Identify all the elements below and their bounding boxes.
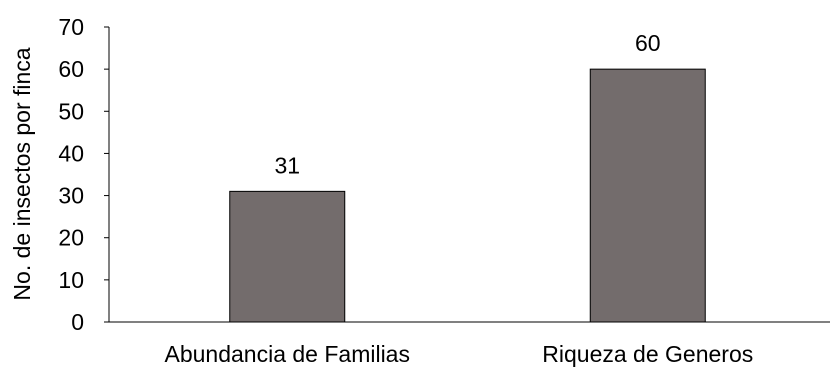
y-tick-label: 50 [58,98,84,124]
y-tick-label: 30 [58,183,84,209]
bar[interactable] [229,190,346,323]
data-label: 31 [274,152,300,178]
y-tick-label: 70 [58,14,84,40]
category-label: Abundancia de Familias [165,341,410,367]
category-label: Riqueza de Generos [542,341,753,367]
y-tick-label: 60 [58,56,84,82]
bar[interactable] [589,68,706,323]
y-tick-label: 0 [71,309,84,335]
plot-area: 0 10 20 30 40 50 60 70 31 Abundancia de Familias 6… [58,14,830,367]
data-label: 60 [635,30,661,56]
y-axis-label: No. de insectos por finca [9,47,35,300]
y-tick-label: 20 [58,225,84,251]
y-tick-label: 10 [58,267,84,293]
y-tick-label: 40 [58,140,84,166]
